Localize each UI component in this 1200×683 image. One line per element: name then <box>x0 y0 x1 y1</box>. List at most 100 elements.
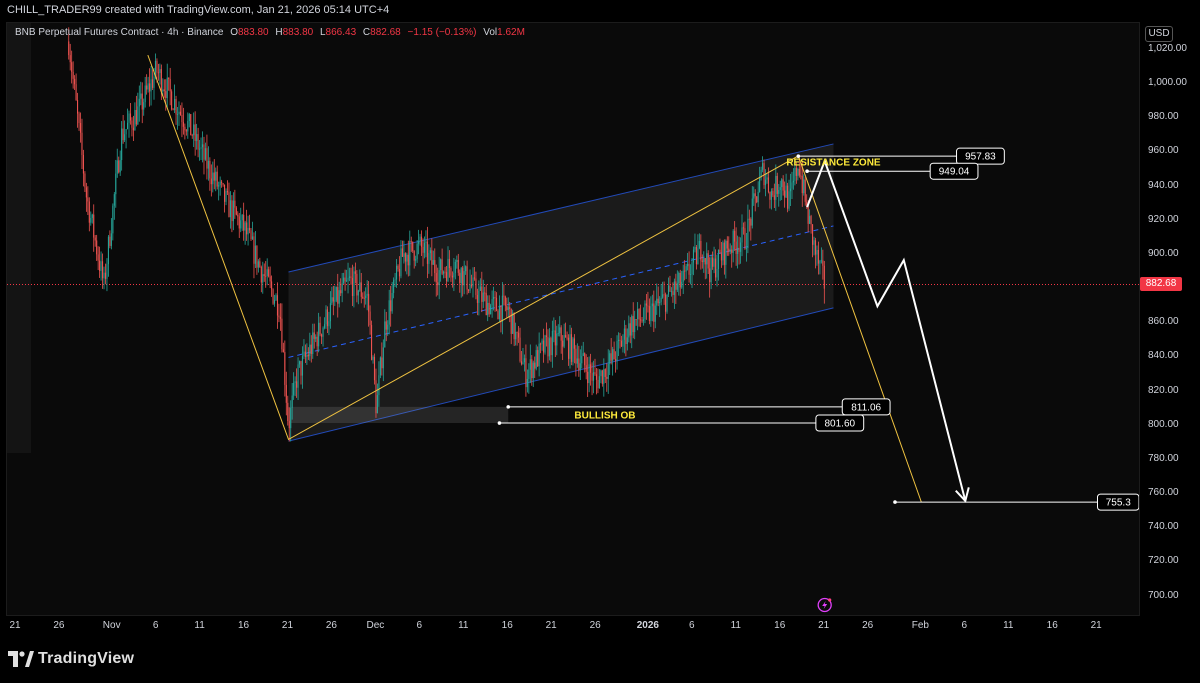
level-dot <box>506 405 511 409</box>
candle-body <box>576 358 578 364</box>
candle <box>745 232 747 262</box>
candle <box>159 63 161 85</box>
candle-body <box>554 330 556 346</box>
candle <box>822 249 824 280</box>
candle <box>196 123 198 150</box>
time-tick-label: 6 <box>689 620 695 631</box>
candle-body <box>697 248 699 265</box>
candle-body <box>522 362 524 365</box>
time-tick-label: 2026 <box>636 620 659 631</box>
candle <box>679 269 681 297</box>
candle <box>337 273 339 318</box>
candle-body <box>79 123 82 133</box>
candle-body <box>656 298 658 306</box>
candle-body <box>128 113 130 123</box>
candle <box>428 244 430 274</box>
candle-body <box>379 357 381 376</box>
candle <box>792 168 794 190</box>
candle <box>738 236 740 265</box>
time-tick-label: 6 <box>961 620 968 631</box>
candle-body <box>365 295 367 298</box>
candle-body <box>181 114 183 123</box>
candle <box>293 372 295 400</box>
candle-body <box>447 258 449 282</box>
candle <box>265 261 267 288</box>
candle <box>90 211 92 226</box>
candle <box>791 171 793 200</box>
candle-body <box>162 89 164 92</box>
candle <box>581 345 583 369</box>
chart-canvas[interactable]: 957.83 949.04 811.06 801.60 755.3 RESISTANCE … <box>7 23 1140 616</box>
time-axis[interactable]: 21 26 Nov 6 11 16 21 26 Dec 6 11 16 21 26 2026 6 11 16 21 2… <box>6 616 1140 636</box>
price-tick-label: 800.00 <box>1148 418 1179 430</box>
candle <box>218 181 220 201</box>
candle-body <box>476 295 478 303</box>
candle-body <box>416 243 418 260</box>
candle-body <box>197 134 199 150</box>
candle-body <box>556 333 558 346</box>
candle-body <box>676 283 678 290</box>
candle-body <box>753 193 755 199</box>
level-755-3: 755.3 <box>893 493 1139 511</box>
candle-body <box>503 295 505 297</box>
candle-body <box>184 126 186 131</box>
candle <box>315 334 317 343</box>
candle <box>212 161 214 193</box>
candle <box>637 302 639 331</box>
candle <box>764 169 767 197</box>
price-tick-label: 780.00 <box>1148 452 1179 464</box>
candle <box>754 189 756 212</box>
candle-body <box>172 109 174 111</box>
candle-body <box>819 260 821 264</box>
candle <box>371 320 373 361</box>
candle-body <box>293 382 295 396</box>
candle <box>795 162 797 184</box>
time-tick-label: 21 <box>9 620 21 631</box>
candle <box>709 257 711 298</box>
currency-button[interactable]: USD <box>1145 26 1173 42</box>
candle-body <box>506 305 508 311</box>
candle-body <box>637 309 639 320</box>
candle <box>303 339 305 360</box>
candle-body <box>282 349 284 353</box>
candle-body <box>582 353 584 357</box>
candle-body <box>662 294 664 298</box>
price-axis[interactable]: USD 1,020.00 1,000.00 980.00 960.00 940.00 92… <box>1140 22 1200 616</box>
candle-body <box>728 248 730 252</box>
candle <box>535 344 537 371</box>
candle <box>695 245 697 270</box>
candle <box>528 363 530 394</box>
candle-body <box>401 248 403 257</box>
candle <box>244 220 246 245</box>
candle-body <box>528 369 530 379</box>
candle-body <box>757 191 759 203</box>
candle-body <box>665 294 667 312</box>
candle-body <box>77 100 79 114</box>
channel-lower-line <box>288 307 834 442</box>
candle-body <box>353 271 355 296</box>
candle <box>463 260 465 295</box>
candle <box>573 334 575 364</box>
candle-body <box>553 330 555 332</box>
candle <box>331 286 333 306</box>
symbol-title[interactable]: BNB Perpetual Futures Contract · 4h · Bi… <box>15 27 224 38</box>
candle-body <box>806 201 808 206</box>
candle <box>353 266 355 308</box>
candle <box>491 290 493 318</box>
candle-body <box>570 334 573 362</box>
candle-body <box>306 354 308 358</box>
candle-body <box>473 277 476 279</box>
candle <box>741 214 743 257</box>
candle-body <box>650 306 652 321</box>
candle <box>279 303 281 331</box>
candle <box>588 356 590 393</box>
candle-body <box>169 79 171 92</box>
candle <box>603 358 605 397</box>
candle-body <box>679 273 681 288</box>
candle-body <box>204 148 206 160</box>
candle <box>601 369 603 387</box>
candle-body <box>560 327 562 341</box>
chart-area[interactable]: 957.83 949.04 811.06 801.60 755.3 RESISTANCE … <box>6 22 1140 616</box>
candle-body <box>463 271 465 286</box>
candle <box>478 280 480 316</box>
